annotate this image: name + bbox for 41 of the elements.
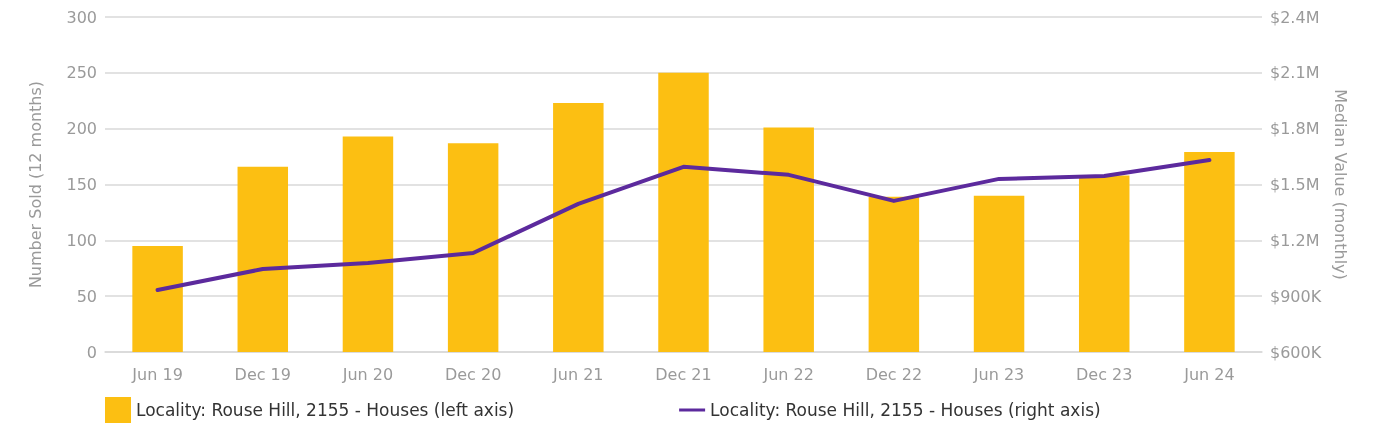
x-tick-label: Jun 22	[762, 364, 814, 384]
y-tick-label: 50	[76, 286, 97, 306]
bar	[1078, 175, 1130, 352]
legend-label: Locality: Rouse Hill, 2155 - Houses (left axis)	[136, 400, 515, 420]
y2-tick-label: $900K	[1270, 286, 1322, 306]
bar	[658, 72, 709, 352]
y2-tick-label: $1.5M	[1270, 175, 1320, 194]
x-tick-label: Dec 19	[234, 364, 291, 384]
y-tick-label: 200	[66, 119, 97, 139]
y2-axis-title: Median Value (monthly)	[1330, 89, 1350, 280]
y2-tick-label: $2.1M	[1270, 63, 1320, 83]
line-series	[155, 157, 1212, 293]
bar	[1184, 152, 1235, 352]
bar	[553, 102, 604, 352]
y-axis-title: Number Sold (12 months)	[25, 80, 45, 289]
y-tick-label: 150	[66, 175, 97, 194]
y-tick-label: 250	[66, 63, 97, 83]
x-tick-label: Dec 20	[444, 364, 502, 384]
bar	[973, 195, 1025, 352]
bar	[132, 245, 183, 352]
x-tick-label: Dec 22	[865, 364, 923, 384]
bar	[763, 127, 814, 352]
bar	[868, 196, 920, 352]
bar	[342, 136, 394, 352]
bar	[447, 143, 499, 352]
bar	[237, 166, 289, 352]
y-tick-label: 0	[86, 342, 97, 362]
y2-tick-label: $1.2M	[1270, 230, 1320, 250]
x-tick-label: Dec 23	[1076, 364, 1133, 384]
x-tick-label: Jun 24	[1183, 364, 1235, 384]
y2-tick-label: $1.8M	[1270, 119, 1320, 139]
y-tick-label: 100	[66, 230, 97, 250]
y-tick-label: 300	[66, 7, 97, 27]
x-tick-label: Jun 20	[341, 364, 394, 384]
x-tick-label: Jun 21	[552, 364, 604, 384]
y2-tick-label: $600K	[1270, 342, 1322, 362]
y2-tick-label: $2.4M	[1270, 7, 1320, 27]
legend-label: Locality: Rouse Hill, 2155 - Houses (right axis)	[710, 400, 1101, 420]
x-tick-label: Jun 19	[131, 364, 183, 384]
x-tick-label: Dec 21	[655, 364, 712, 384]
x-tick-label: Jun 23	[972, 364, 1025, 384]
